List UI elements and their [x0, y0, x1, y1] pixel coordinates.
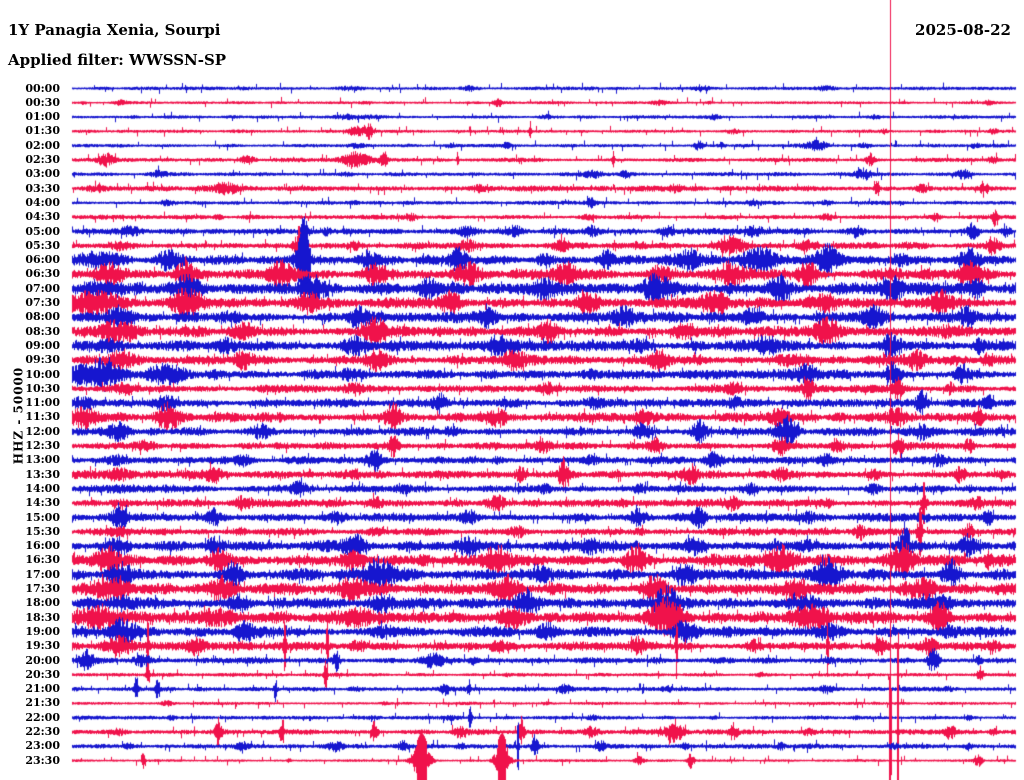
date-label: 2025-08-22 [915, 21, 1011, 39]
time-label-0900: 09:00 [25, 338, 60, 352]
time-label-2330: 23:30 [25, 753, 60, 767]
time-label-1500: 15:00 [25, 510, 60, 524]
time-label-0200: 02:00 [25, 138, 60, 152]
time-label-0530: 05:30 [25, 238, 60, 252]
time-label-1600: 16:00 [25, 539, 60, 553]
time-label-0130: 01:30 [25, 124, 60, 138]
time-label-1830: 18:30 [25, 610, 60, 624]
time-label-1430: 14:30 [25, 496, 60, 510]
time-label-2030: 20:30 [25, 667, 60, 681]
time-label-0800: 08:00 [25, 310, 60, 324]
time-label-1400: 14:00 [25, 481, 60, 495]
time-label-1130: 11:30 [25, 410, 60, 424]
time-label-0000: 00:00 [25, 81, 60, 95]
time-label-0030: 00:30 [25, 95, 60, 109]
time-label-2230: 22:30 [25, 725, 60, 739]
time-label-0230: 02:30 [25, 153, 60, 166]
time-label-1300: 13:00 [25, 453, 60, 467]
time-label-0730: 07:30 [25, 296, 60, 310]
time-label-1030: 10:30 [25, 381, 60, 395]
time-label-0100: 01:00 [25, 110, 60, 124]
time-label-0700: 07:00 [25, 281, 60, 295]
time-label-1930: 19:30 [25, 639, 60, 653]
station-title: 1Y Panagia Xenia, Sourpi [8, 21, 221, 39]
time-label-2300: 23:00 [25, 739, 60, 753]
time-label-0630: 06:30 [25, 267, 60, 281]
time-label-1230: 12:30 [25, 439, 60, 453]
time-label-0930: 09:30 [25, 353, 60, 367]
time-label-1900: 19:00 [25, 624, 60, 638]
time-label-0330: 03:30 [25, 181, 60, 195]
time-label-2100: 21:00 [25, 682, 60, 696]
time-label-1630: 16:30 [25, 553, 60, 567]
time-label-1200: 12:00 [25, 424, 60, 438]
time-label-1800: 18:00 [25, 596, 60, 610]
time-label-2000: 20:00 [25, 653, 60, 667]
time-label-1730: 17:30 [25, 582, 60, 596]
time-label-0500: 05:00 [25, 224, 60, 238]
time-label-0600: 06:00 [25, 253, 60, 267]
time-label-1700: 17:00 [25, 567, 60, 581]
time-label-1100: 11:00 [25, 396, 60, 410]
time-label-2200: 22:00 [25, 710, 60, 724]
time-label-1330: 13:30 [25, 467, 60, 481]
time-label-0300: 03:00 [25, 167, 60, 181]
time-label-2130: 21:30 [25, 696, 60, 710]
time-label-0430: 04:30 [25, 210, 60, 224]
time-label-0400: 04:00 [25, 195, 60, 209]
time-label-1000: 10:00 [25, 367, 60, 381]
filter-label: Applied filter: WWSSN-SP [8, 51, 227, 69]
time-label-0830: 08:30 [25, 324, 60, 338]
time-label-1530: 15:30 [25, 524, 60, 538]
